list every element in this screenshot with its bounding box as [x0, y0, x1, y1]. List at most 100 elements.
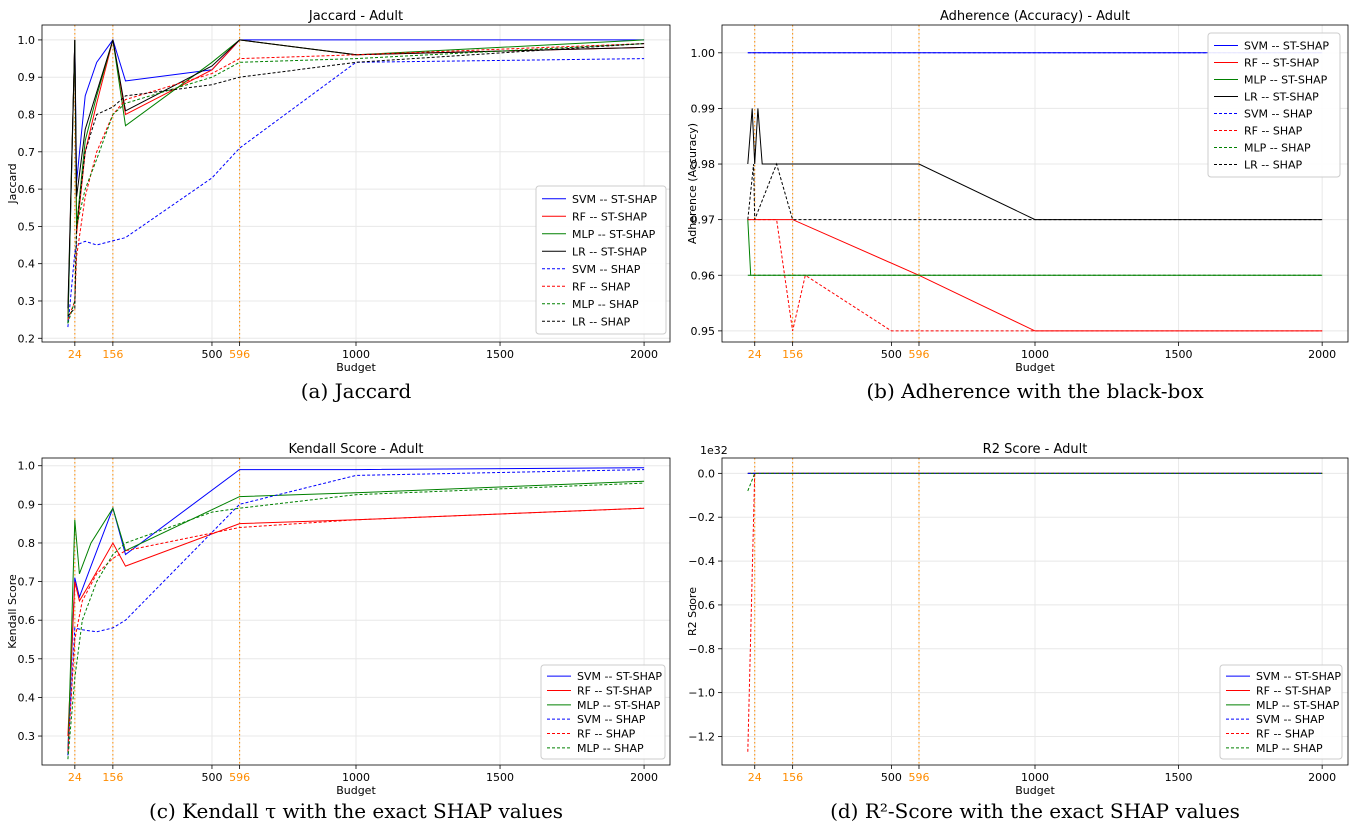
legend-box — [535, 185, 667, 335]
legend-label: RF -- ST-SHAP — [577, 685, 652, 698]
legend-label: MLP -- SHAP — [1244, 142, 1311, 155]
y-tick-label: 1.0 — [18, 460, 36, 473]
chart-panel-3: 0.3 0.4 0.5 0.6 0.7 0.8 0.9 1.0 24 156 500 596 1000 1… — [6, 442, 671, 823]
legend-label: MLP -- ST-SHAP — [1256, 699, 1340, 712]
legend-label: RF -- ST-SHAP — [572, 210, 647, 223]
y-axis-label: Jaccard — [6, 163, 19, 204]
legend-label: RF -- SHAP — [1256, 728, 1315, 741]
x-tick-label: 24 — [748, 771, 762, 784]
x-tick-label: 1000 — [1021, 348, 1049, 361]
x-axis-label: Budget — [336, 361, 376, 374]
chart-panel-1: 0.2 0.3 0.4 0.5 0.6 0.7 0.8 0.9 1.0 24 156 500 596 10… — [6, 9, 671, 403]
x-tick-label: 2000 — [1308, 771, 1336, 784]
legend-label: LR -- ST-SHAP — [1244, 91, 1319, 104]
legend-label: MLP -- SHAP — [1256, 742, 1323, 755]
legend-label: SVM -- SHAP — [1256, 713, 1325, 726]
y-tick-label: −1.0 — [688, 687, 715, 700]
y-tick-label: 0.9 — [18, 71, 36, 84]
series-line-lr-shap — [747, 162, 1323, 221]
x-tick-label: 596 — [229, 348, 250, 361]
legend-label: MLP -- ST-SHAP — [577, 699, 661, 712]
y-tick-label: 0.9 — [18, 498, 36, 511]
y-tick-label: −0.2 — [688, 511, 715, 524]
x-tick-label: 24 — [68, 348, 82, 361]
x-tick-label: 1500 — [1165, 348, 1193, 361]
y-axis-label: R2 Score — [686, 587, 699, 636]
x-tick-label: 500 — [881, 771, 902, 784]
y-tick-label: 0.5 — [18, 653, 36, 666]
y-tick-label: 0.8 — [18, 109, 36, 122]
figure-caption: (c) Kendall τ with the exact SHAP values — [149, 799, 563, 823]
y-tick-label: 0.6 — [18, 614, 36, 627]
series-line-svm-shap — [67, 58, 645, 328]
series-line-svm-shap — [67, 469, 645, 756]
legend-label: SVM -- ST-SHAP — [572, 193, 657, 206]
x-tick-label: 596 — [229, 771, 250, 784]
chart-panel-4: −1.2 −1.0 −0.8 −0.6 −0.4 −0.2 0.0 24 156 500 596 10… — [686, 442, 1349, 823]
series-line-mlp-shap — [67, 43, 645, 324]
chart-panel-2: 0.95 0.96 0.97 0.98 0.99 1.00 24 156 500 596 1000 1… — [686, 9, 1349, 403]
legend-label: SVM -- ST-SHAP — [1244, 40, 1329, 53]
legend-box — [540, 664, 666, 760]
legend-box — [1219, 664, 1343, 760]
x-tick-label: 2000 — [1308, 348, 1336, 361]
y-tick-label: 1.00 — [691, 47, 716, 60]
x-tick-label: 2000 — [630, 771, 658, 784]
legend-label: LR -- SHAP — [1244, 159, 1302, 172]
y-tick-label: 1.0 — [18, 34, 36, 47]
legend-label: MLP -- ST-SHAP — [572, 228, 656, 241]
y-tick-label: −0.8 — [688, 643, 715, 656]
chart-title: Kendall Score - Adult — [289, 442, 424, 457]
x-tick-label: 1000 — [342, 771, 370, 784]
x-tick-label: 156 — [782, 348, 803, 361]
x-tick-label: 24 — [748, 348, 762, 361]
y-axis-label: Kendall Score — [6, 574, 19, 649]
y-tick-label: 0.97 — [691, 214, 716, 227]
legend-label: SVM -- ST-SHAP — [577, 670, 662, 683]
x-tick-label: 1500 — [486, 771, 514, 784]
y-tick-label: 0.3 — [18, 730, 36, 743]
y-tick-label: 0.2 — [18, 332, 36, 345]
x-tick-label: 1500 — [486, 348, 514, 361]
legend-label: MLP -- ST-SHAP — [1244, 74, 1328, 87]
y-tick-label: 0.98 — [691, 158, 716, 171]
legend-label: SVM -- SHAP — [572, 263, 641, 276]
legend-label: SVM -- ST-SHAP — [1256, 670, 1341, 683]
series-line-lr-shap — [67, 43, 645, 317]
y-tick-label: 0.95 — [691, 325, 716, 338]
y-tick-label: 0.6 — [18, 183, 36, 196]
chart-title: Jaccard - Adult — [308, 9, 403, 24]
x-tick-label: 24 — [68, 771, 82, 784]
figure-caption: (b) Adherence with the black-box — [866, 379, 1204, 403]
y-tick-label: 0.96 — [691, 269, 716, 282]
legend-label: RF -- SHAP — [572, 280, 631, 293]
legend-label: RF -- SHAP — [1244, 125, 1303, 138]
legend-label: RF -- SHAP — [577, 728, 636, 741]
x-axis-label: Budget — [1015, 784, 1055, 797]
x-tick-label: 500 — [201, 771, 222, 784]
legend-box — [1207, 32, 1341, 178]
y-axis-multiplier: 1e32 — [700, 444, 728, 457]
x-tick-label: 1000 — [1021, 771, 1049, 784]
y-tick-label: 0.4 — [18, 258, 36, 271]
figure-caption: (a) Jaccard — [301, 379, 412, 403]
series-line-rf-shap — [67, 507, 645, 752]
series-line-mlp-st-shap — [67, 480, 645, 756]
legend-label: SVM -- SHAP — [1244, 108, 1313, 121]
x-tick-label: 500 — [881, 348, 902, 361]
x-tick-label: 596 — [908, 771, 929, 784]
x-axis-label: Budget — [336, 784, 376, 797]
series-line-rf-st-shap — [67, 507, 645, 737]
y-tick-label: 0.7 — [18, 576, 36, 589]
legend-label: RF -- ST-SHAP — [1256, 685, 1331, 698]
chart-title: R2 Score - Adult — [983, 442, 1088, 457]
y-tick-label: 0.5 — [18, 220, 36, 233]
legend-label: LR -- SHAP — [572, 315, 630, 328]
x-tick-label: 596 — [908, 348, 929, 361]
x-tick-label: 1500 — [1165, 771, 1193, 784]
legend-label: LR -- ST-SHAP — [572, 245, 647, 258]
